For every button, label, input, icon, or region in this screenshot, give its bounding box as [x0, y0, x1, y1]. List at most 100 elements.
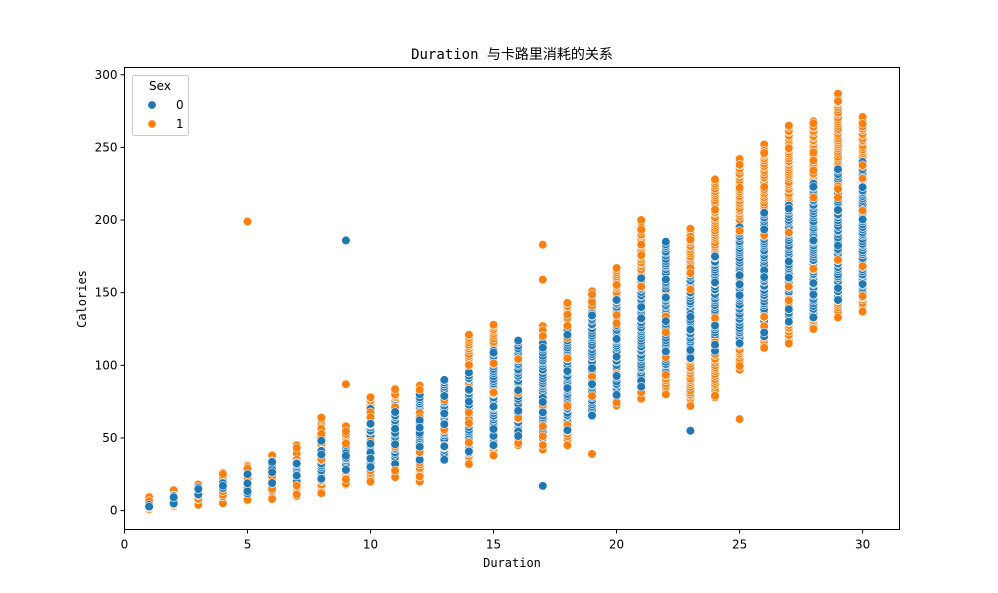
data-point	[759, 272, 769, 282]
data-point	[267, 457, 277, 467]
data-point	[316, 413, 326, 423]
data-point	[587, 310, 597, 321]
data-point	[833, 164, 843, 174]
data-point	[538, 331, 548, 341]
data-point	[341, 379, 351, 389]
data-point	[464, 385, 474, 395]
data-point	[538, 240, 548, 250]
data-point	[661, 237, 671, 247]
data-point	[242, 216, 253, 227]
x-tick-label: 20	[609, 538, 624, 552]
data-point	[488, 387, 499, 398]
data-point	[759, 312, 769, 322]
data-point	[611, 310, 622, 320]
data-point	[784, 272, 794, 283]
data-point	[611, 371, 622, 381]
data-point	[415, 423, 425, 433]
data-point	[833, 295, 843, 305]
data-point	[488, 450, 499, 461]
data-point	[365, 462, 376, 472]
data-point	[759, 182, 769, 192]
y-axis-label: Calories	[75, 270, 89, 328]
data-point	[538, 421, 548, 431]
data-point	[513, 354, 523, 364]
data-point	[636, 240, 646, 250]
data-point	[587, 391, 597, 401]
data-point	[415, 455, 425, 465]
data-point	[808, 312, 819, 323]
data-point	[833, 312, 843, 323]
data-point	[464, 437, 474, 448]
x-tick-label: 10	[363, 538, 378, 552]
y-tick-label: 100	[95, 358, 118, 372]
data-point	[390, 407, 400, 417]
data-point	[292, 458, 302, 469]
x-axis: 0 5 10 15 20 25 30	[121, 529, 870, 552]
data-point	[857, 261, 868, 271]
data-point	[784, 295, 794, 305]
data-point	[439, 455, 449, 465]
data-point	[341, 438, 351, 449]
data-point	[488, 424, 499, 434]
data-point	[513, 385, 523, 395]
data-point	[833, 96, 843, 106]
data-point	[734, 270, 745, 280]
data-point	[833, 192, 843, 202]
data-point	[710, 391, 720, 401]
legend-marker-1	[147, 119, 157, 129]
data-point	[587, 290, 597, 300]
data-point	[611, 390, 622, 400]
data-point	[538, 440, 548, 450]
data-point	[636, 382, 646, 392]
x-tick-label: 30	[855, 538, 870, 552]
data-point	[685, 345, 696, 355]
data-point	[784, 227, 794, 238]
data-point	[759, 208, 769, 218]
data-point	[857, 291, 868, 301]
y-tick-label: 50	[102, 431, 117, 445]
data-point	[292, 481, 302, 491]
data-point	[611, 352, 622, 362]
data-point	[808, 278, 819, 288]
data-point	[611, 318, 622, 328]
data-point	[562, 298, 573, 308]
data-point	[341, 474, 351, 484]
data-point	[341, 426, 351, 436]
data-point	[734, 361, 745, 371]
data-point	[734, 279, 745, 289]
data-point	[562, 353, 573, 363]
data-point	[734, 290, 745, 300]
data-point	[611, 334, 622, 344]
data-point	[488, 348, 499, 358]
data-point	[685, 234, 696, 245]
data-point	[685, 401, 696, 411]
data-point	[784, 204, 794, 214]
data-point	[538, 275, 548, 285]
data-point	[808, 165, 819, 175]
data-point	[808, 264, 819, 274]
data-point	[857, 205, 868, 216]
data-point	[464, 360, 474, 370]
data-point	[784, 304, 794, 314]
data-point	[808, 182, 819, 192]
legend-label-0: 0	[176, 98, 184, 112]
data-point	[808, 235, 819, 246]
x-tick-label: 25	[732, 538, 747, 552]
data-point	[833, 241, 843, 251]
data-point	[218, 481, 228, 491]
data-point	[661, 274, 671, 285]
legend-box	[132, 75, 189, 136]
data-point	[710, 205, 720, 215]
data-point	[242, 469, 253, 479]
data-point	[316, 436, 326, 446]
data-point	[488, 402, 499, 412]
data-point	[685, 312, 696, 322]
data-point	[587, 449, 597, 459]
data-point	[784, 143, 794, 153]
chart-title: Duration 与卡路里消耗的关系	[411, 47, 613, 63]
data-point	[808, 324, 819, 334]
data-point	[636, 273, 646, 283]
data-point	[857, 279, 868, 289]
data-point	[439, 375, 449, 385]
